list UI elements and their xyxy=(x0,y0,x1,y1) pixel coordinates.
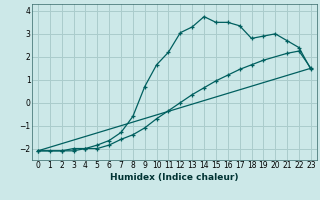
X-axis label: Humidex (Indice chaleur): Humidex (Indice chaleur) xyxy=(110,173,239,182)
